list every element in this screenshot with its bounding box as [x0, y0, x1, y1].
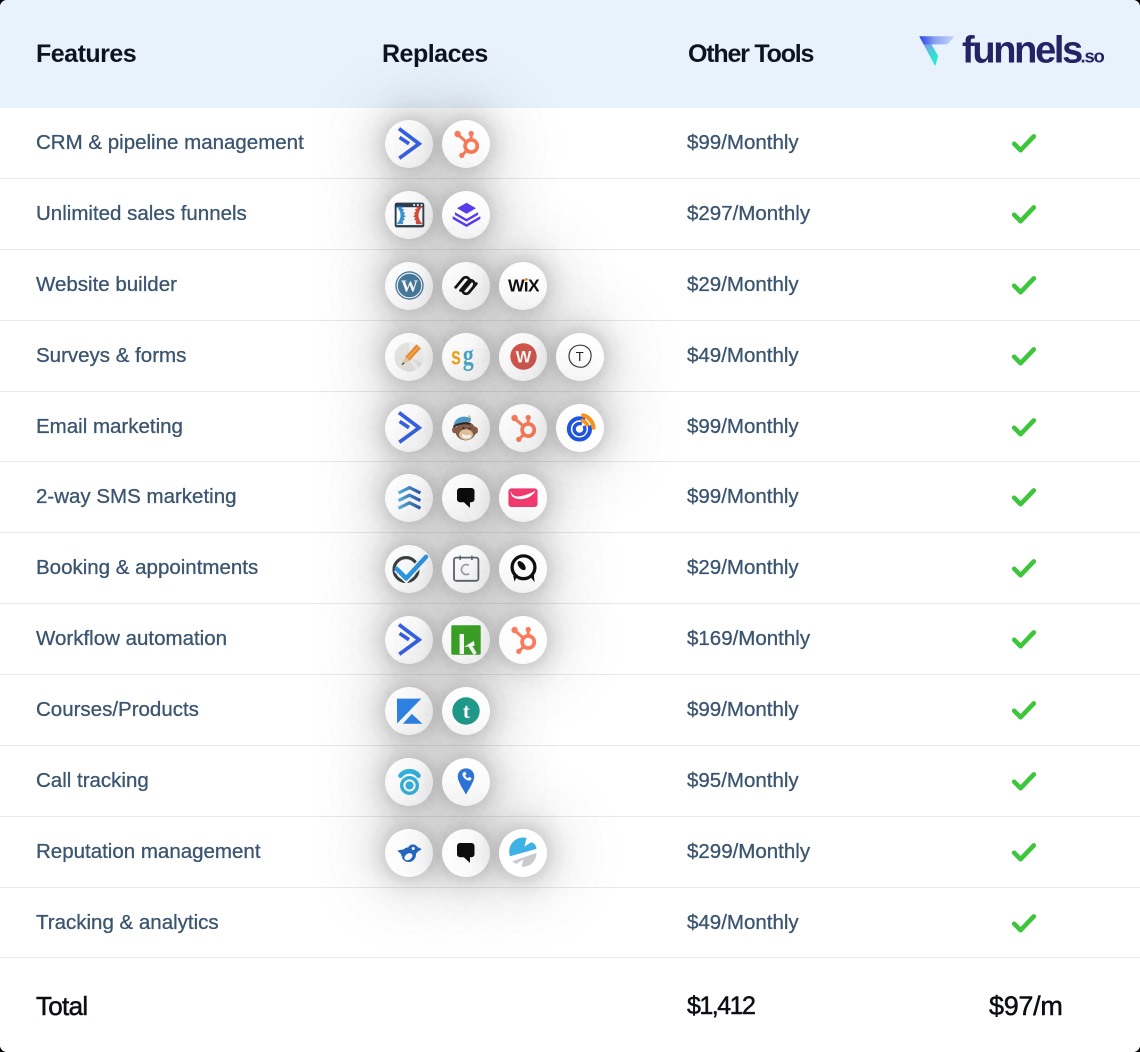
svg-text:W: W — [515, 348, 531, 366]
svg-text:t: t — [463, 699, 470, 723]
svg-text:T: T — [576, 349, 584, 364]
svg-text:g: g — [462, 340, 473, 371]
svg-text:.so: .so — [1081, 46, 1105, 67]
svg-text:W: W — [401, 276, 418, 295]
svg-text:funnels: funnels — [962, 35, 1082, 72]
svg-text:s: s — [451, 341, 461, 370]
svg-text:WiX: WiX — [508, 278, 539, 293]
